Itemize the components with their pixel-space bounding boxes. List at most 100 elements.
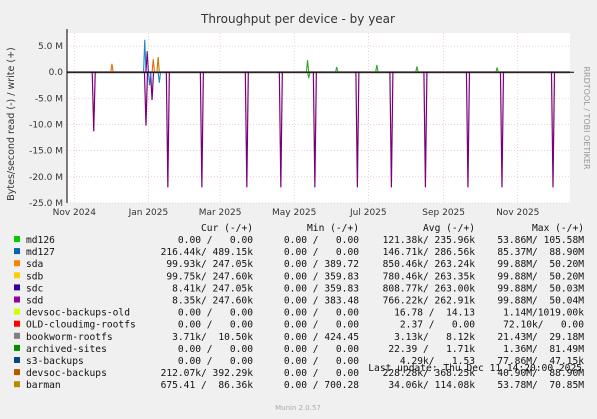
spike-mark <box>550 72 556 188</box>
legend-header-avg: Avg (-/+) <box>423 223 475 234</box>
spike-mark <box>244 72 249 188</box>
legend-min-value: 0.00 / 0.00 <box>284 247 359 258</box>
spike-mark <box>423 72 428 188</box>
legend-max-value: 99.88M/ 50.04M <box>497 296 584 307</box>
burst-mark <box>415 66 419 73</box>
legend-name: md126 <box>26 235 55 246</box>
legend-avg-value: 16.78 / 14.13 <box>394 308 475 319</box>
legend-cur-value: 99.93k/ 247.05k <box>166 259 253 270</box>
legend-header-cur: Cur (-/+) <box>201 223 253 234</box>
legend-cur-value: 675.41 / 86.36k <box>161 380 254 391</box>
legend-avg-value: 780.46k/ 263.35k <box>383 271 476 282</box>
spike-mark <box>465 72 471 188</box>
legend-min-value: 0.00 / 0.00 <box>284 320 359 331</box>
legend-swatch <box>14 357 20 363</box>
x-ticks: Nov 2024 Jan 2025 Mar 2025 May 2025 Jul 2025… <box>53 208 540 218</box>
legend-header-min: Min (-/+) <box>307 223 359 234</box>
legend-header-max: Max (-/+) <box>532 223 584 234</box>
burst-mark <box>110 63 114 73</box>
spike-mark <box>278 72 283 188</box>
x-tick-label: Jan 2025 <box>128 208 169 218</box>
burst-mark <box>143 39 147 73</box>
legend-avg-value: 228.28k/ 368.25k <box>383 368 476 379</box>
legend-cur-value: 0.00 / 0.00 <box>178 356 253 367</box>
legend-min-value: 0.00 / 0.00 <box>284 308 359 319</box>
last-update: Last update: Thu Dec 11 14:20:00 2025 <box>368 363 582 374</box>
legend-cur-value: 216.44k/ 489.15k <box>161 247 254 258</box>
legend-name: archived-sites <box>26 344 107 355</box>
y-tick-label: 5.0 M <box>38 42 63 52</box>
legend-cur-value: 8.35k/ 247.60k <box>172 296 253 307</box>
spike-mark <box>165 72 170 188</box>
burst-mark <box>151 59 156 73</box>
legend-name: sdc <box>26 283 43 294</box>
spike-mark <box>199 72 204 188</box>
legend-max-value: 40.90M/ 88.90M <box>497 368 584 379</box>
burst-mark <box>375 64 379 73</box>
legend-name: devsoc-backups-old <box>26 308 130 319</box>
legend-cur-value: 0.00 / 0.00 <box>178 308 253 319</box>
legend-swatch <box>14 236 20 242</box>
y-ticks: 5.0 M 0.0 -5.0 M -10.0 M -15.0 M -20.0 M -25.0… <box>29 42 63 209</box>
plot-area <box>67 33 570 203</box>
legend-name: sda <box>26 259 43 270</box>
legend-name: sdb <box>26 271 44 282</box>
burst-mark <box>145 51 149 73</box>
legend-avg-value: 146.71k/ 286.56k <box>383 247 476 258</box>
x-tick-label: Sep 2025 <box>422 208 465 218</box>
legend-avg-value: 34.06k/ 114.08k <box>388 380 475 391</box>
legend-name: barman <box>26 380 61 391</box>
legend-cur-value: 8.41k/ 247.05k <box>172 283 253 294</box>
legend-swatch <box>14 308 20 315</box>
legend-avg-value: 766.22k/ 262.91k <box>383 296 476 307</box>
y-tick-label: -5.0 M <box>35 94 63 104</box>
legend-name: md127 <box>26 247 55 258</box>
spike-mark <box>91 72 96 132</box>
legend-cur-value: 0.00 / 0.00 <box>178 344 253 355</box>
legend-max-value: 1.14M/1019.00k <box>503 308 584 319</box>
legend-name: OLD-cloudimg-rootfs <box>26 320 136 331</box>
legend-avg-value: 850.46k/ 263.24k <box>383 259 476 270</box>
legend-min-value: 0.00 / 700.28 <box>284 380 359 391</box>
legend-avg-value: 121.38k/ 235.96k <box>383 235 476 246</box>
legend-min-value: 0.00 / 359.83 <box>284 271 359 282</box>
legend-max-value: 21.43M/ 29.18M <box>497 332 584 343</box>
x-tick-label: May 2025 <box>272 208 316 218</box>
legend-swatch <box>14 320 20 327</box>
burst-mark <box>495 67 499 73</box>
legend-min-value: 0.00 / 389.72 <box>284 259 359 270</box>
x-tick-label: Nov 2025 <box>496 208 539 218</box>
legend-cur-value: 3.71k/ 10.50k <box>172 332 253 343</box>
burst-mark <box>334 66 339 73</box>
legend-swatch <box>14 248 20 255</box>
legend-cur-value: 99.75k/ 247.60k <box>166 271 253 282</box>
spike-mark <box>355 72 360 188</box>
legend-cur-value: 0.00 / 0.00 <box>178 320 253 331</box>
legend-name: devsoc-backups <box>26 368 107 379</box>
y-tick-label: -10.0 M <box>29 121 63 131</box>
legend-max-value: 72.10k/ 0.00 <box>503 320 584 331</box>
legend-min-value: 0.00 / 0.00 <box>284 235 359 246</box>
y-axis-label: Bytes/second read (-) / write (+) <box>6 47 17 201</box>
legend-cur-value: 0.00 / 0.00 <box>178 235 253 246</box>
legend-max-value: 99.88M/ 50.20M <box>497 259 584 270</box>
legend-max-value: 1.36M/ 81.49M <box>503 344 584 355</box>
legend-avg-value: 808.77k/ 263.00k <box>383 283 476 294</box>
legend-max-value: 85.37M/ 88.90M <box>497 247 584 258</box>
legend-max-value: 99.88M/ 50.03M <box>497 283 584 294</box>
grid <box>67 33 570 204</box>
legend-min-value: 0.00 / 424.45 <box>284 332 359 343</box>
legend-swatch <box>14 332 20 339</box>
x-tick-label: Mar 2025 <box>199 208 242 218</box>
legend-name: bookworm-rootfs <box>26 332 113 343</box>
legend-name: sdd <box>26 296 43 307</box>
y-tick-label: -15.0 M <box>29 147 63 157</box>
legend-avg-value: 2.37 / 0.00 <box>400 320 475 331</box>
legend-min-value: 0.00 / 359.83 <box>284 283 359 294</box>
burst-mark <box>307 72 311 79</box>
burst-mark <box>157 72 162 83</box>
legend-max-value: 99.88M/ 50.20M <box>497 271 584 282</box>
burst-mark <box>147 72 152 86</box>
legend-swatch <box>14 260 20 267</box>
legend-avg-value: 22.39 / 1.71k <box>388 344 475 355</box>
